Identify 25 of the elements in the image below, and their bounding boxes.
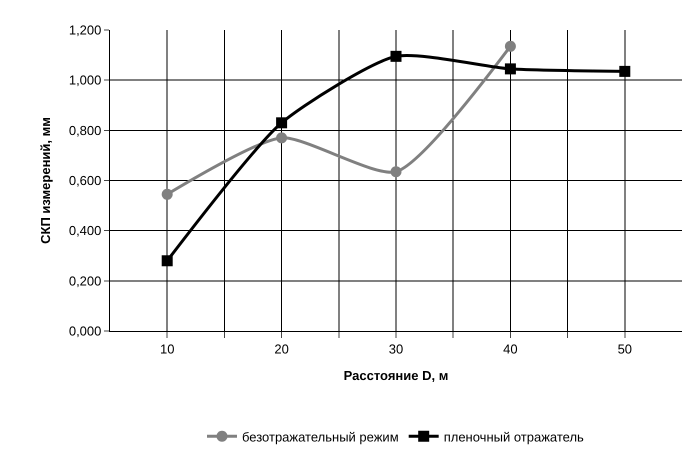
y-tick-label: 1,000 [68,72,102,88]
x-tick-label: 10 [160,342,174,357]
y-tick-label: 0,200 [68,273,102,288]
point [390,50,402,62]
point [390,166,402,178]
y-tick-label: 0,800 [68,122,102,138]
x-tick-label: 50 [618,342,632,357]
y-tick-label: 0,600 [68,173,102,188]
point [619,66,630,77]
point [276,132,288,144]
point [504,63,516,74]
point [504,40,516,52]
x-tick-label: 30 [388,342,404,357]
legend-label: безотражательный режим [242,429,399,444]
y-tick-label: 0,400 [68,223,102,238]
x-axis-title: Расстояние D, м [344,368,448,384]
y-tick-label: 0,000 [68,324,102,339]
y-axis-title: СКП измерений, мм [38,117,53,244]
point [276,117,288,128]
y-tick-label: 1,200 [68,22,102,38]
point [162,188,173,200]
x-tick-label: 40 [503,342,518,357]
point [162,255,173,266]
legend-label: пленочный отражатель [444,429,584,444]
x-tick-label: 20 [274,342,289,357]
